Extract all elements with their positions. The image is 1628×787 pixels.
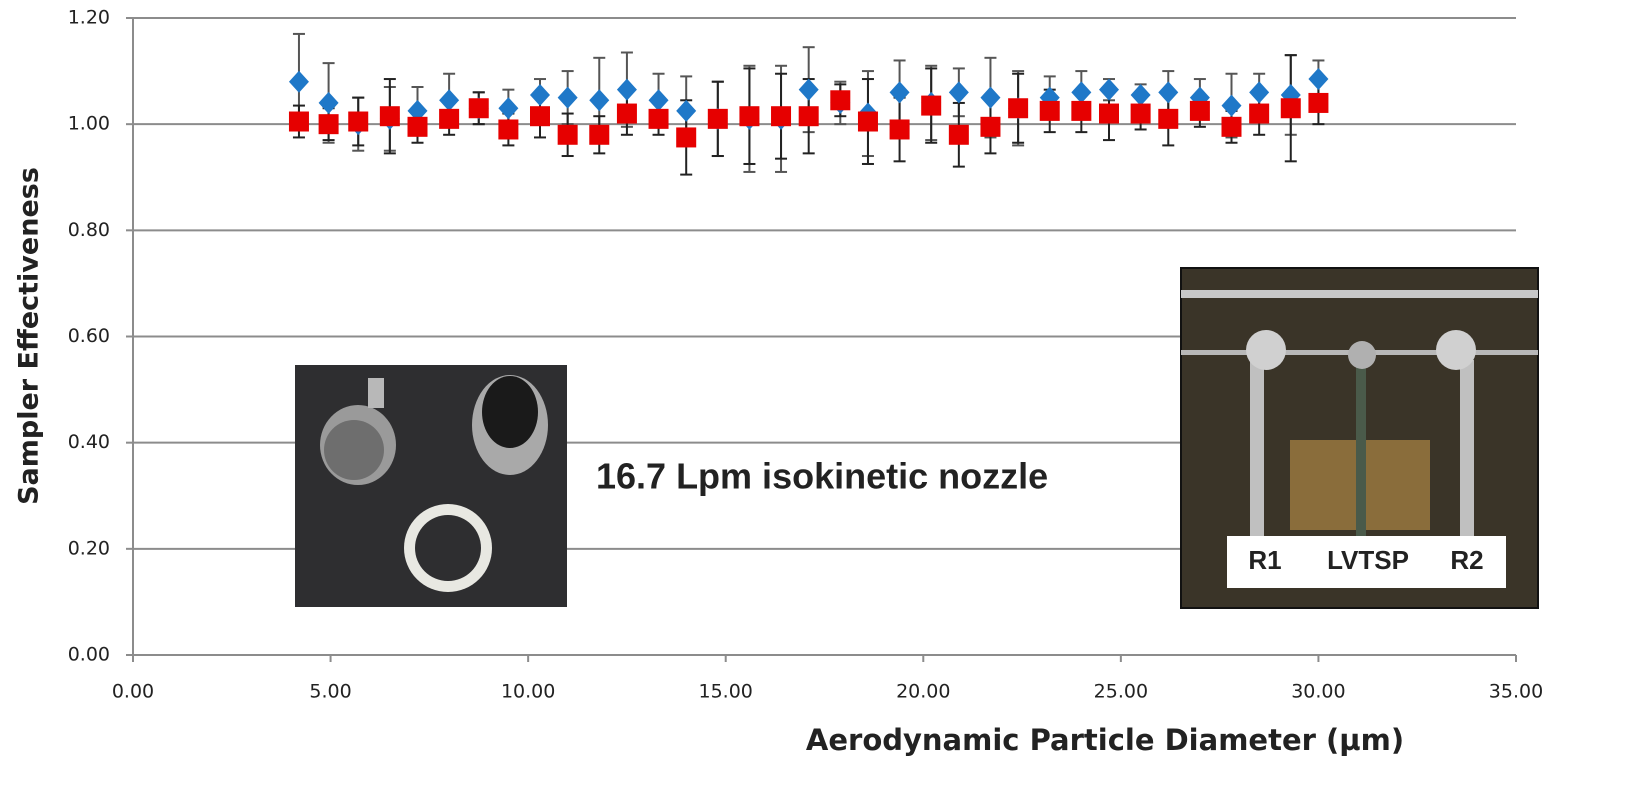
y-tick-label: 1.20 — [68, 7, 110, 29]
point — [948, 124, 969, 145]
point — [529, 83, 550, 106]
photo-label-box — [1227, 536, 1506, 588]
x-tick-label: 5.00 — [309, 681, 351, 703]
point — [439, 108, 460, 129]
photo-part — [1246, 330, 1286, 370]
point — [771, 106, 792, 127]
point — [889, 81, 910, 104]
point — [318, 114, 339, 135]
point — [648, 89, 669, 112]
point — [407, 99, 428, 122]
point — [288, 70, 309, 93]
y-axis-title: Sampler Effectiveness — [14, 167, 45, 505]
point — [1189, 100, 1210, 121]
photo-part — [1348, 341, 1376, 369]
photo-part — [368, 378, 384, 408]
point — [288, 111, 309, 132]
point — [1099, 78, 1120, 101]
point — [318, 91, 339, 114]
point — [407, 116, 428, 137]
point — [1130, 103, 1151, 124]
photo-label: R2 — [1450, 545, 1483, 575]
point — [1008, 98, 1029, 119]
point — [1249, 103, 1270, 124]
point — [1071, 100, 1092, 121]
point — [948, 81, 969, 104]
point — [889, 119, 910, 140]
photo-part — [1181, 290, 1538, 298]
y-tick-label: 0.20 — [68, 537, 110, 559]
point — [798, 78, 819, 101]
point — [648, 108, 669, 129]
point — [379, 106, 400, 127]
annotation: 16.7 Lpm isokinetic nozzle — [596, 456, 1048, 497]
point — [1280, 98, 1301, 119]
x-tick-label: 15.00 — [699, 681, 753, 703]
point — [1158, 108, 1179, 129]
point — [616, 78, 637, 101]
x-tick-label: 35.00 — [1489, 681, 1543, 703]
photo-part — [482, 376, 538, 448]
point — [857, 111, 878, 132]
x-tick-label: 25.00 — [1094, 681, 1148, 703]
point — [707, 108, 728, 129]
point — [798, 106, 819, 127]
photo-part — [324, 420, 384, 480]
point — [676, 99, 697, 122]
y-tick-label: 0.80 — [68, 219, 110, 241]
x-tick-label: 0.00 — [112, 681, 154, 703]
x-tick-label: 20.00 — [896, 681, 950, 703]
photo-part — [1460, 360, 1474, 540]
x-tick-label: 10.00 — [501, 681, 555, 703]
photo-label: LVTSP — [1327, 545, 1409, 575]
point — [1130, 83, 1151, 106]
point — [529, 106, 550, 127]
x-tick-label: 30.00 — [1291, 681, 1345, 703]
point — [439, 89, 460, 112]
point — [1308, 92, 1329, 113]
point — [921, 95, 942, 116]
point — [830, 90, 851, 111]
point — [498, 119, 519, 140]
point — [980, 116, 1001, 137]
x-axis-title: Aerodynamic Particle Diameter (µm) — [806, 723, 1404, 757]
point — [1221, 116, 1242, 137]
y-tick-label: 0.00 — [68, 644, 110, 666]
point — [1221, 94, 1242, 117]
point — [739, 106, 760, 127]
y-tick-label: 0.40 — [68, 431, 110, 453]
point — [589, 89, 610, 112]
point — [1308, 68, 1329, 91]
point — [348, 111, 369, 132]
point — [1099, 103, 1120, 124]
y-tick-label: 1.00 — [68, 113, 110, 135]
point — [980, 86, 1001, 109]
point — [557, 86, 578, 109]
photos — [295, 267, 1539, 609]
point — [1249, 81, 1270, 104]
point — [1039, 100, 1060, 121]
y-tick-label: 0.60 — [68, 325, 110, 347]
photo-part — [1356, 360, 1366, 540]
point — [1158, 81, 1179, 104]
point — [468, 98, 489, 119]
point — [589, 124, 610, 145]
photo-part — [1250, 360, 1264, 540]
point — [676, 127, 697, 148]
point — [1071, 81, 1092, 104]
photo-part — [1436, 330, 1476, 370]
point — [616, 103, 637, 124]
photo-part — [415, 515, 481, 581]
point — [498, 97, 519, 120]
point — [557, 124, 578, 145]
photo-label: R1 — [1248, 545, 1281, 575]
